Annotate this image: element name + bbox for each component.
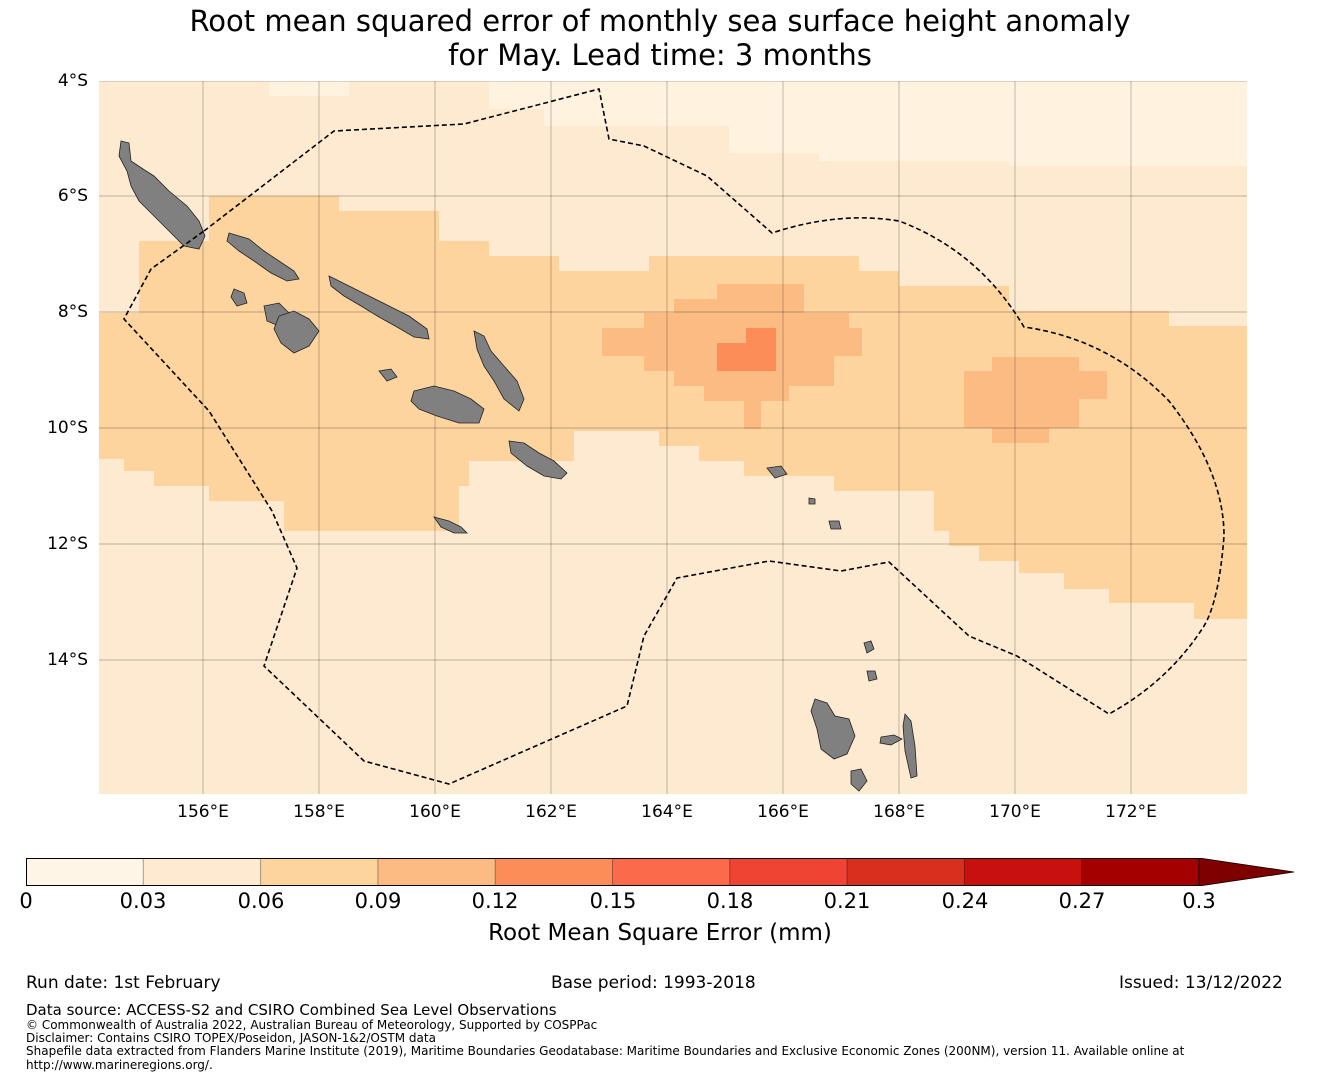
lon-label-172e: 172°E: [1105, 802, 1157, 822]
issued-date: Issued: 13/12/2022: [1119, 973, 1283, 993]
colorbar-tick-10: 0.3: [1182, 889, 1216, 913]
eez-solomon-islands: [123, 88, 1225, 785]
colorbar-tick-6: 0.18: [706, 889, 754, 913]
disclaimer: Disclaimer: Contains CSIRO TOPEX/Poseido…: [26, 1031, 436, 1045]
chart-title: Root mean squared error of monthly sea s…: [0, 4, 1320, 72]
colorbar: [26, 858, 1294, 886]
lon-label-166e: 166°E: [757, 802, 809, 822]
land-masses: [118, 140, 918, 792]
island-choiseul: [226, 232, 300, 282]
graticule: [99, 81, 1247, 794]
colorbar-extend-arrow: [1198, 858, 1294, 886]
island-vanuatu-gaua: [866, 670, 878, 682]
colorbar-tick-8: 0.24: [941, 889, 989, 913]
island-florida: [378, 368, 398, 382]
lat-label-4s: 4°S: [57, 71, 88, 91]
colorbar-swatches: [26, 858, 1200, 886]
data-source: Data source: ACCESS-S2 and CSIRO Combine…: [26, 1001, 557, 1019]
colorbar-tick-1: 0.03: [119, 889, 167, 913]
colorbar-tick-2: 0.06: [237, 889, 285, 913]
lon-label-158e: 158°E: [293, 802, 345, 822]
lat-label-10s: 10°S: [47, 418, 88, 438]
lon-label-162e: 162°E: [525, 802, 577, 822]
colorbar-swatch-6: [729, 858, 848, 886]
lat-label-8s: 8°S: [57, 302, 88, 322]
colorbar-swatch-0: [26, 858, 144, 886]
island-vella: [230, 288, 248, 307]
colorbar-swatch-7: [847, 858, 965, 886]
island-santa-cruz: [766, 465, 788, 479]
field-region-mid: [99, 196, 1247, 619]
colorbar-swatch-2: [260, 858, 379, 886]
base-period: Base period: 1993-2018: [551, 973, 756, 993]
colorbar-swatch-1: [143, 858, 262, 886]
island-vanuatu-pentecost: [902, 713, 918, 779]
field-region-peak: [717, 328, 776, 371]
run-date: Run date: 1st February: [26, 973, 221, 993]
colorbar-tick-9: 0.27: [1058, 889, 1106, 913]
lat-label-12s: 12°S: [47, 534, 88, 554]
island-malaita: [473, 330, 525, 412]
colorbar-swatch-4: [495, 858, 613, 886]
colorbar-outline: [26, 858, 1200, 886]
shapefile-url: http://www.marineregions.org/.: [26, 1058, 213, 1072]
colorbar-tick-4: 0.12: [471, 889, 519, 913]
colorbar-swatch-8: [964, 858, 1083, 886]
eez-boundaries: [123, 88, 1225, 785]
chart-title-line-2: for May. Lead time: 3 months: [448, 38, 872, 72]
island-vanuatu-malakula: [850, 768, 868, 792]
lon-label-156e: 156°E: [177, 802, 229, 822]
colorbar-swatch-3: [377, 858, 496, 886]
lat-label-6s: 6°S: [57, 186, 88, 206]
colorbar-label: Root Mean Square Error (mm): [488, 920, 832, 946]
island-vanuatu-ambae: [879, 734, 903, 746]
colorbar-tick-0: 0: [19, 889, 33, 913]
island-small-2: [808, 497, 816, 505]
copyright: © Commonwealth of Australia 2022, Austra…: [26, 1018, 598, 1032]
rmse-map: [99, 81, 1247, 794]
island-vanuatu-espiritu: [810, 698, 856, 760]
lat-label-14s: 14°S: [47, 650, 88, 670]
colorbar-tick-5: 0.15: [589, 889, 637, 913]
map-canvas: [99, 81, 1247, 794]
lon-label-160e: 160°E: [409, 802, 461, 822]
colorbar-swatch-9: [1081, 858, 1200, 886]
shapefile-credit: Shapefile data extracted from Flanders M…: [26, 1044, 1185, 1058]
island-vanuatu-banks: [863, 640, 875, 654]
colorbar-tick-7: 0.21: [823, 889, 871, 913]
colorbar-swatch-5: [612, 858, 731, 886]
island-new-georgia-2: [273, 310, 320, 354]
lon-label-170e: 170°E: [989, 802, 1041, 822]
field-region-high-east: [964, 357, 1107, 443]
island-santa-isabel: [328, 275, 430, 340]
island-makira: [508, 440, 568, 480]
island-rennell: [433, 516, 468, 534]
chart-title-line-1: Root mean squared error of monthly sea s…: [189, 4, 1131, 38]
colorbar-tick-3: 0.09: [354, 889, 402, 913]
lon-label-168e: 168°E: [873, 802, 925, 822]
lon-label-164e: 164°E: [641, 802, 693, 822]
island-bougainville: [118, 140, 206, 250]
island-small-1: [828, 520, 842, 530]
island-guadalcanal: [410, 385, 485, 424]
